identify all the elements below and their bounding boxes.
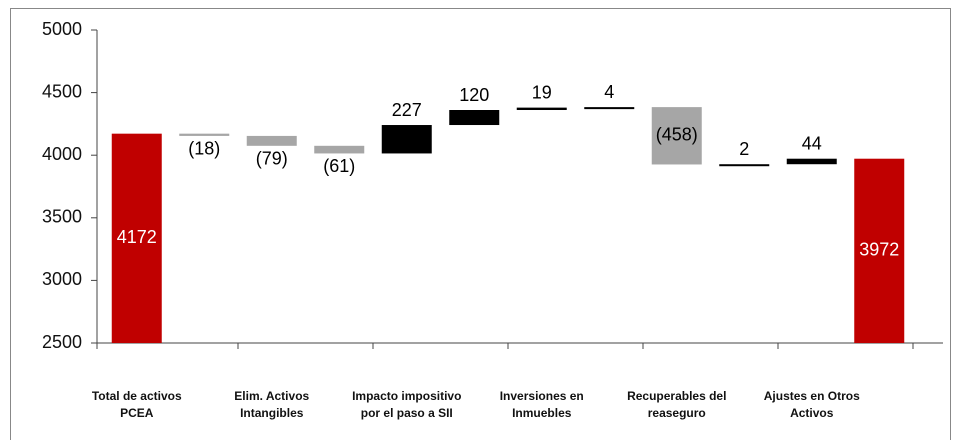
bar bbox=[314, 145, 365, 154]
y-tick-label: 4000 bbox=[42, 144, 82, 164]
x-tick-label: Ajustes en Otros Activos bbox=[763, 389, 860, 420]
x-tick-label: Inversiones en Inmuebles bbox=[499, 389, 584, 420]
y-tick-label: 4500 bbox=[42, 81, 82, 101]
bar bbox=[516, 107, 567, 111]
x-tick-label: Elim. Activos Intangibles bbox=[234, 389, 310, 420]
y-tick-label: 3000 bbox=[42, 269, 82, 289]
chart-frame bbox=[10, 8, 951, 440]
bar bbox=[449, 110, 500, 126]
bar bbox=[584, 107, 635, 110]
value-label: (18) bbox=[188, 139, 220, 159]
y-tick-label: 3500 bbox=[42, 207, 82, 227]
value-label: 2 bbox=[739, 139, 749, 159]
value-label: 120 bbox=[459, 85, 489, 105]
value-label: (61) bbox=[323, 156, 355, 176]
value-label: 3972 bbox=[859, 240, 899, 260]
bar bbox=[651, 107, 702, 165]
bar bbox=[786, 158, 837, 165]
bar bbox=[719, 164, 770, 167]
x-tick-label: Impacto impositivo por el paso a SII bbox=[352, 389, 462, 420]
value-label: 19 bbox=[532, 82, 552, 102]
value-label: 4172 bbox=[117, 227, 157, 247]
value-label: (79) bbox=[256, 149, 288, 169]
bar bbox=[854, 158, 905, 343]
bar bbox=[381, 125, 432, 154]
value-label: 227 bbox=[392, 100, 422, 120]
value-label: 4 bbox=[604, 82, 614, 102]
x-tick-label: Total de activos PCEA bbox=[91, 389, 182, 420]
value-label: 44 bbox=[802, 133, 822, 153]
y-tick-label: 2500 bbox=[42, 332, 82, 352]
bar bbox=[246, 135, 297, 146]
bar bbox=[179, 133, 230, 136]
bar bbox=[111, 133, 162, 343]
x-tick-label: Recuperables del reaseguro bbox=[627, 389, 727, 420]
value-label: (458) bbox=[656, 125, 698, 145]
y-tick-label: 5000 bbox=[42, 19, 82, 39]
